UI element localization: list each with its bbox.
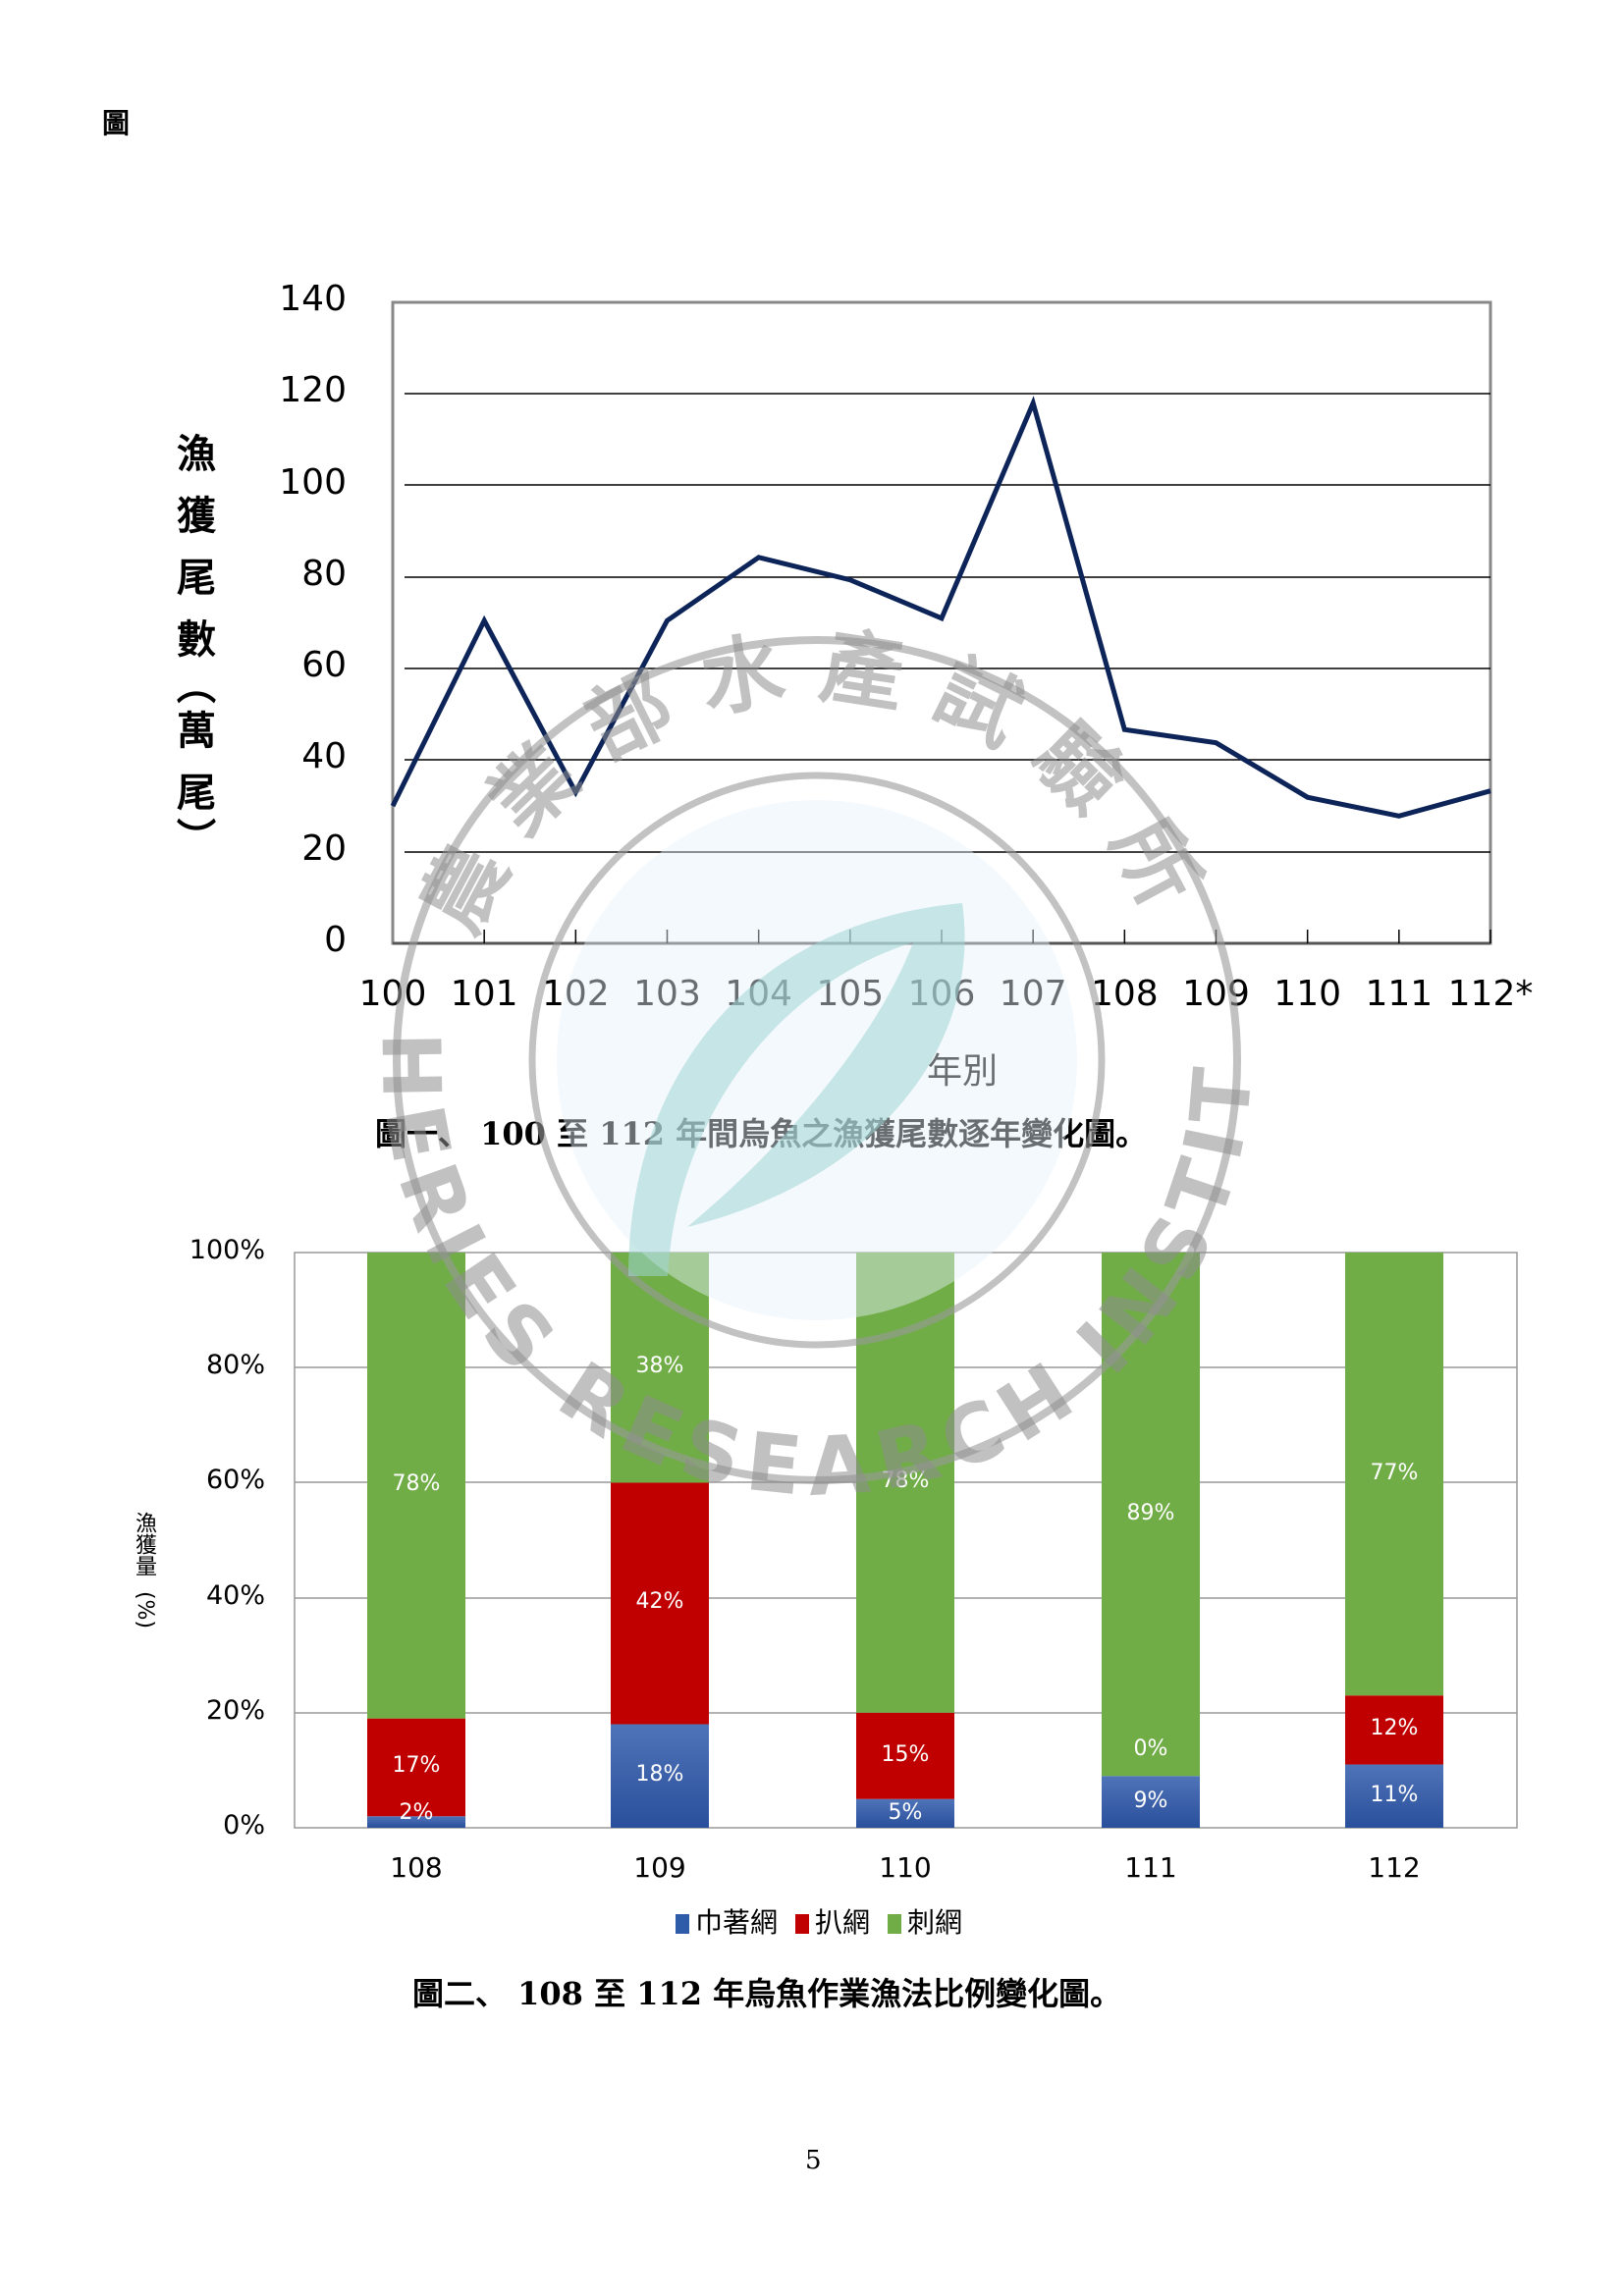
figure1-y-tick: 20 [301,828,347,869]
figure1-y-tick: 40 [301,736,347,777]
bar-segment-blue [367,1816,465,1828]
bar-segment-red [856,1712,954,1799]
figure2-y-tick: 20% [205,1694,265,1726]
bar-segment-blue [611,1724,709,1828]
bar-label-green: 77% [1370,1460,1419,1485]
figure1-y-axis-label-char: 尾 [177,556,216,601]
figure1-x-tick: 110 [1273,974,1342,1014]
figure1-y-tick: 80 [301,553,347,594]
bar-label-blue: 11% [1370,1782,1419,1807]
figure1-y-axis-label-char: ︶ [177,817,216,862]
bar-segment-red [611,1482,709,1725]
bar-segment-green [1345,1253,1443,1696]
figure2-y-axis-label-text: 漁獲量 [132,1512,156,1576]
bar-segment-blue [1102,1776,1200,1828]
figure2-caption: 圖二、 108 至 112 年烏魚作業漁法比例變化圖。 [412,1975,1122,2012]
figure2-y-tick: 60% [205,1465,265,1496]
legend-item-purse-seine: 巾著網 [676,1901,778,1941]
figure1-x-tick: 111 [1365,974,1434,1014]
page-heading: 圖 [102,107,131,139]
bar-label-green: 38% [635,1354,684,1379]
figure1-y-axis-label-char: ︵ [177,664,216,709]
bar-segment-red [1345,1695,1443,1765]
bar-label-red: 12% [1370,1716,1419,1741]
figure2-y-axis-label: 漁獲量 (%) [126,1512,161,1629]
figure1-y-axis-label-char: 尾 [177,771,216,816]
legend-swatch-green [888,1914,902,1934]
figure1-y-tick: 140 [279,279,347,319]
figure1-y-axis-label-char: 數 [177,617,216,663]
figure2-x-tick: 112 [1368,1851,1421,1884]
bar-label-red: 17% [392,1753,441,1779]
figure1-y-axis-label-char: 獲 [177,494,216,539]
legend-item-trawl: 扒網 [795,1901,870,1941]
bar-label-green: 78% [392,1471,441,1497]
bar-label-blue: 9% [1133,1788,1168,1813]
legend-item-gillnet: 刺網 [888,1901,962,1941]
bar-segment-blue [1345,1764,1443,1828]
figure2-x-tick: 108 [390,1851,443,1884]
figure2-y-tick: 100% [189,1235,265,1265]
bar-segment-red [367,1718,465,1817]
legend-swatch-blue [676,1914,689,1934]
figure1-y-tick: 0 [324,920,347,960]
figure1-x-tick: 112* [1447,974,1534,1014]
figure1-y-axis-label-char: 萬 [177,709,216,754]
figure2-y-tick: 80% [205,1350,265,1381]
figure2-y-axis-unit: (%) [133,1590,158,1629]
figure2-legend: 巾著網 扒網 刺網 [676,1901,962,1941]
bar-label-blue: 18% [635,1762,684,1788]
bar-label-blue: 5% [888,1800,923,1825]
figure1-y-tick: 100 [279,461,347,503]
figure1-y-axis-label-char: 漁 [177,432,216,477]
bar-label-red: 15% [881,1741,930,1767]
figure2-y-tick: 40% [205,1579,265,1611]
bar-label-green: 78% [881,1468,930,1494]
figure1-y-tick: 60 [301,645,347,686]
bar-label-red: 0% [1133,1736,1168,1762]
figure2-x-tick: 110 [879,1851,932,1884]
legend-swatch-red [795,1914,810,1934]
figure2-x-tick: 109 [633,1851,686,1884]
figure2-x-tick: 111 [1124,1851,1177,1884]
bar-label-blue: 2% [399,1800,434,1825]
figure2-y-tick: 0% [223,1810,265,1841]
bar-label-red: 42% [635,1589,684,1615]
page-number: 5 [805,2146,822,2175]
figure1-y-tick: 120 [279,370,347,411]
figure1-y-axis-label: 漁獲尾數 ︵ 萬尾 ︶ [167,424,226,862]
bar-label-green: 89% [1126,1500,1175,1525]
bar-segment-blue [856,1798,954,1828]
